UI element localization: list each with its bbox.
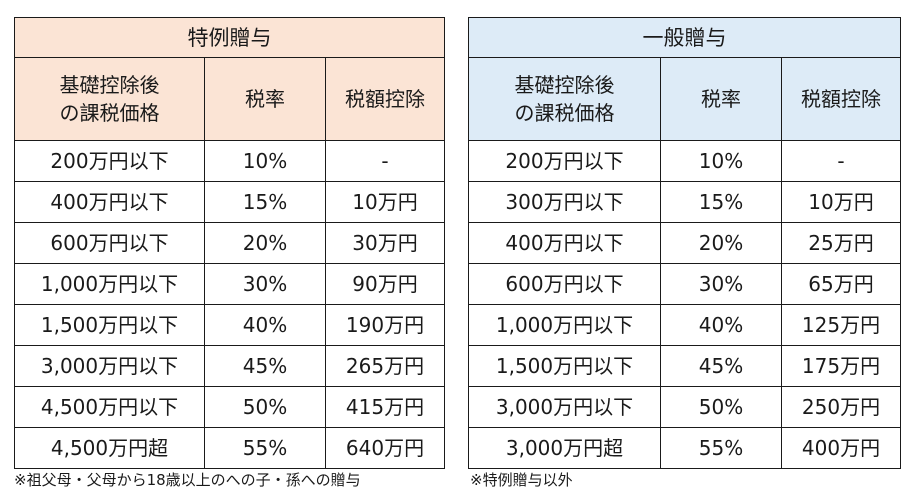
- deduction-cell: 25万円: [780, 222, 902, 264]
- table-row: 400万円以下 20% 25万円: [468, 222, 902, 264]
- deduction-cell: 265万円: [324, 345, 446, 387]
- deduction-cell: 400万円: [780, 427, 902, 469]
- rate-cell: 50%: [660, 386, 782, 428]
- amount-cell: 3,000万円以下: [468, 386, 661, 428]
- deduction-cell: 10万円: [324, 181, 446, 223]
- amount-cell: 4,500万円以下: [14, 386, 205, 428]
- deduction-cell: 640万円: [324, 427, 446, 469]
- table-row: 300万円以下 15% 10万円: [468, 181, 902, 223]
- rate-cell: 40%: [204, 304, 326, 346]
- table-row: 400万円以下 15% 10万円: [14, 181, 446, 223]
- amount-cell: 600万円以下: [468, 263, 661, 305]
- rate-cell: 20%: [204, 222, 326, 264]
- special-gift-tax-table: 特例贈与 基礎控除後 の課税価格 税率 税額控除 200万円以下 10% - 400…: [13, 17, 446, 469]
- deduction-cell: 125万円: [780, 304, 902, 346]
- special-table-title: 特例贈与: [13, 17, 446, 58]
- table-row: 1,000万円以下 30% 90万円: [14, 263, 446, 305]
- amount-cell: 200万円以下: [468, 140, 661, 182]
- header-line: の課税価格: [514, 101, 615, 125]
- table-row: 3,000万円以下 50% 250万円: [468, 386, 902, 428]
- rate-cell: 15%: [204, 181, 326, 223]
- header-line: 基礎控除後: [514, 73, 615, 97]
- deduction-cell: 175万円: [780, 345, 902, 387]
- rate-cell: 20%: [660, 222, 782, 264]
- deduction-cell: 190万円: [324, 304, 446, 346]
- amount-cell: 600万円以下: [14, 222, 205, 264]
- table-row: 1,000万円以下 40% 125万円: [468, 304, 902, 346]
- table-row: 200万円以下 10% -: [468, 140, 902, 182]
- rate-cell: 40%: [660, 304, 782, 346]
- deduction-cell: -: [324, 140, 446, 182]
- amount-cell: 1,500万円以下: [14, 304, 205, 346]
- amount-cell: 300万円以下: [468, 181, 661, 223]
- column-header-deduction: 税額控除: [324, 57, 446, 141]
- header-line: 基礎控除後: [59, 73, 160, 97]
- header-line: の課税価格: [59, 101, 160, 125]
- column-header-rate: 税率: [660, 57, 782, 141]
- general-table-title: 一般贈与: [467, 17, 902, 58]
- table-row: 600万円以下 20% 30万円: [14, 222, 446, 264]
- rate-cell: 10%: [660, 140, 782, 182]
- amount-cell: 200万円以下: [14, 140, 205, 182]
- deduction-cell: 90万円: [324, 263, 446, 305]
- column-header-deduction: 税額控除: [780, 57, 902, 141]
- amount-cell: 1,000万円以下: [14, 263, 205, 305]
- amount-cell: 4,500万円超: [14, 427, 205, 469]
- deduction-cell: 10万円: [780, 181, 902, 223]
- rate-cell: 30%: [204, 263, 326, 305]
- amount-cell: 3,000万円超: [468, 427, 661, 469]
- rate-cell: 30%: [660, 263, 782, 305]
- table-row: 1,500万円以下 40% 190万円: [14, 304, 446, 346]
- table-row: 4,500万円超 55% 640万円: [14, 427, 446, 469]
- amount-cell: 400万円以下: [14, 181, 205, 223]
- table-row: 600万円以下 30% 65万円: [468, 263, 902, 305]
- table-row: 3,000万円以下 45% 265万円: [14, 345, 446, 387]
- deduction-cell: 250万円: [780, 386, 902, 428]
- column-header-rate: 税率: [204, 57, 326, 141]
- special-gift-note: ※祖父母・父母から18歳以上のへの子・孫への贈与: [14, 471, 361, 489]
- deduction-cell: -: [780, 140, 902, 182]
- deduction-cell: 415万円: [324, 386, 446, 428]
- table-row: 3,000万円超 55% 400万円: [468, 427, 902, 469]
- deduction-cell: 65万円: [780, 263, 902, 305]
- rate-cell: 55%: [660, 427, 782, 469]
- general-gift-tax-table: 一般贈与 基礎控除後 の課税価格 税率 税額控除 200万円以下 10% - 300…: [467, 17, 902, 469]
- table-row: 1,500万円以下 45% 175万円: [468, 345, 902, 387]
- amount-cell: 1,500万円以下: [468, 345, 661, 387]
- table-row: 4,500万円以下 50% 415万円: [14, 386, 446, 428]
- table-row: 200万円以下 10% -: [14, 140, 446, 182]
- amount-cell: 3,000万円以下: [14, 345, 205, 387]
- column-header-taxable-amount: 基礎控除後 の課税価格: [468, 57, 661, 141]
- column-header-taxable-amount: 基礎控除後 の課税価格: [14, 57, 205, 141]
- rate-cell: 10%: [204, 140, 326, 182]
- amount-cell: 1,000万円以下: [468, 304, 661, 346]
- rate-cell: 55%: [204, 427, 326, 469]
- amount-cell: 400万円以下: [468, 222, 661, 264]
- rate-cell: 50%: [204, 386, 326, 428]
- rate-cell: 45%: [660, 345, 782, 387]
- general-gift-note: ※特例贈与以外: [470, 471, 573, 489]
- rate-cell: 15%: [660, 181, 782, 223]
- rate-cell: 45%: [204, 345, 326, 387]
- deduction-cell: 30万円: [324, 222, 446, 264]
